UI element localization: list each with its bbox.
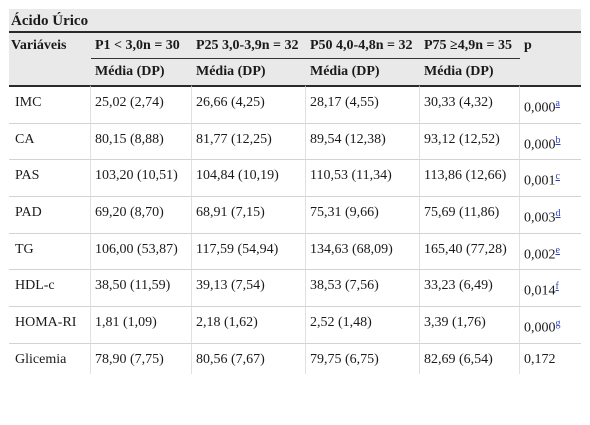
mean-sd-cell: 2,18 (1,62) (192, 305, 306, 343)
mean-sd-cell: 89,54 (12,38) (306, 122, 420, 160)
subheader-mean-sd: Média (DP) (91, 59, 192, 85)
subheader-mean-sd: Média (DP) (306, 59, 420, 85)
p-value-header: p (520, 33, 581, 85)
footnote-link[interactable]: e (555, 244, 560, 256)
p-value-text: 0,172 (524, 351, 556, 367)
mean-sd-cell: 33,23 (6,49) (420, 269, 520, 306)
mean-sd-cell: 80,15 (8,88) (91, 122, 192, 160)
p-value-text: 0,000 (524, 320, 556, 336)
p-value-text: 0,000 (524, 100, 556, 116)
table-row: Glicemia 78,90 (7,75) 80,56 (7,67) 79,75 (6… (9, 342, 581, 374)
variable-name-cell: HDL-c (9, 269, 91, 306)
results-table: Variáveis P1 < 3,0n = 30 P25 3,0-3,9n = … (9, 33, 581, 374)
p-value-cell: 0,003d (520, 195, 581, 233)
mean-sd-cell: 38,50 (11,59) (91, 269, 192, 306)
mean-sd-cell: 38,53 (7,56) (306, 269, 420, 306)
group-header-p50: P50 4,0-4,8n = 32 (306, 33, 420, 59)
mean-sd-cell: 104,84 (10,19) (192, 159, 306, 196)
mean-sd-cell: 75,31 (9,66) (306, 195, 420, 233)
variable-name-cell: HOMA-RI (9, 305, 91, 343)
variable-name-cell: IMC (9, 85, 91, 123)
mean-sd-cell: 28,17 (4,55) (306, 85, 420, 123)
table-row: HOMA-RI 1,81 (1,09) 2,18 (1,62) 2,52 (1,48)… (9, 305, 581, 343)
group-header-p1: P1 < 3,0n = 30 (91, 33, 192, 59)
p-value-cell: 0,002e (520, 232, 581, 270)
mean-sd-cell: 75,69 (11,86) (420, 195, 520, 233)
mean-sd-cell: 39,13 (7,54) (192, 269, 306, 306)
p-value-cell: 0,000b (520, 122, 581, 160)
variable-name-cell: PAS (9, 159, 91, 196)
variables-header: Variáveis (9, 33, 91, 85)
footnote-link[interactable]: c (555, 171, 560, 183)
table-body: IMC 25,02 (2,74) 26,66 (4,25) 28,17 (4,55) 3… (9, 85, 581, 374)
mean-sd-cell: 69,20 (8,70) (91, 195, 192, 233)
footnote-link[interactable]: b (555, 134, 561, 146)
p-value-text: 0,000 (524, 137, 556, 153)
mean-sd-cell: 1,81 (1,09) (91, 305, 192, 343)
table-row: IMC 25,02 (2,74) 26,66 (4,25) 28,17 (4,55) 3… (9, 85, 581, 123)
table-row: PAD 69,20 (8,70) 68,91 (7,15) 75,31 (9,66) 7… (9, 195, 581, 233)
mean-sd-cell: 78,90 (7,75) (91, 342, 192, 374)
group-header-p25: P25 3,0-3,9n = 32 (192, 33, 306, 59)
mean-sd-cell: 106,00 (53,87) (91, 232, 192, 270)
mean-sd-cell: 113,86 (12,66) (420, 159, 520, 196)
variable-name-cell: PAD (9, 195, 91, 233)
subheader-mean-sd: Média (DP) (192, 59, 306, 85)
p-value-text: 0,001 (524, 173, 556, 189)
table-title: Ácido Úrico (9, 9, 581, 33)
mean-sd-cell: 68,91 (7,15) (192, 195, 306, 233)
mean-sd-cell: 81,77 (12,25) (192, 122, 306, 160)
mean-sd-cell: 117,59 (54,94) (192, 232, 306, 270)
mean-sd-cell: 25,02 (2,74) (91, 85, 192, 123)
group-header-p75: P75 ≥4,9n = 35 (420, 33, 520, 59)
mean-sd-cell: 82,69 (6,54) (420, 342, 520, 374)
mean-sd-cell: 2,52 (1,48) (306, 305, 420, 343)
p-value-cell: 0,000a (520, 85, 581, 123)
p-value-cell: 0,172 (520, 342, 581, 374)
mean-sd-cell: 110,53 (11,34) (306, 159, 420, 196)
footnote-link[interactable]: g (555, 317, 561, 329)
mean-sd-cell: 79,75 (6,75) (306, 342, 420, 374)
mean-sd-cell: 80,56 (7,67) (192, 342, 306, 374)
table-row: CA 80,15 (8,88) 81,77 (12,25) 89,54 (12,38)… (9, 122, 581, 160)
p-value-text: 0,002 (524, 247, 556, 263)
p-value-cell: 0,000g (520, 305, 581, 343)
p-value-cell: 0,014f (520, 269, 581, 306)
table-row: HDL-c 38,50 (11,59) 39,13 (7,54) 38,53 (7,5… (9, 269, 581, 306)
mean-sd-cell: 103,20 (10,51) (91, 159, 192, 196)
mean-sd-cell: 26,66 (4,25) (192, 85, 306, 123)
table-row: PAS 103,20 (10,51) 104,84 (10,19) 110,53 (1… (9, 159, 581, 196)
p-value-text: 0,003 (524, 210, 556, 226)
subheader-mean-sd: Média (DP) (420, 59, 520, 85)
mean-sd-cell: 134,63 (68,09) (306, 232, 420, 270)
footnote-link[interactable]: f (555, 281, 559, 293)
variable-name-cell: Glicemia (9, 342, 91, 374)
variable-name-cell: TG (9, 232, 91, 270)
mean-sd-cell: 3,39 (1,76) (420, 305, 520, 343)
results-table-container: Ácido Úrico Variáveis P1 < 3,0n = 30 P25… (9, 9, 581, 374)
mean-sd-cell: 165,40 (77,28) (420, 232, 520, 270)
variable-name-cell: CA (9, 122, 91, 160)
mean-sd-cell: 93,12 (12,52) (420, 122, 520, 160)
table-row: TG 106,00 (53,87) 117,59 (54,94) 134,63 (68… (9, 232, 581, 270)
footnote-link[interactable]: a (555, 98, 560, 109)
mean-sd-cell: 30,33 (4,32) (420, 85, 520, 123)
p-value-text: 0,014 (524, 283, 556, 299)
footnote-link[interactable]: d (555, 207, 561, 219)
p-value-cell: 0,001c (520, 159, 581, 196)
